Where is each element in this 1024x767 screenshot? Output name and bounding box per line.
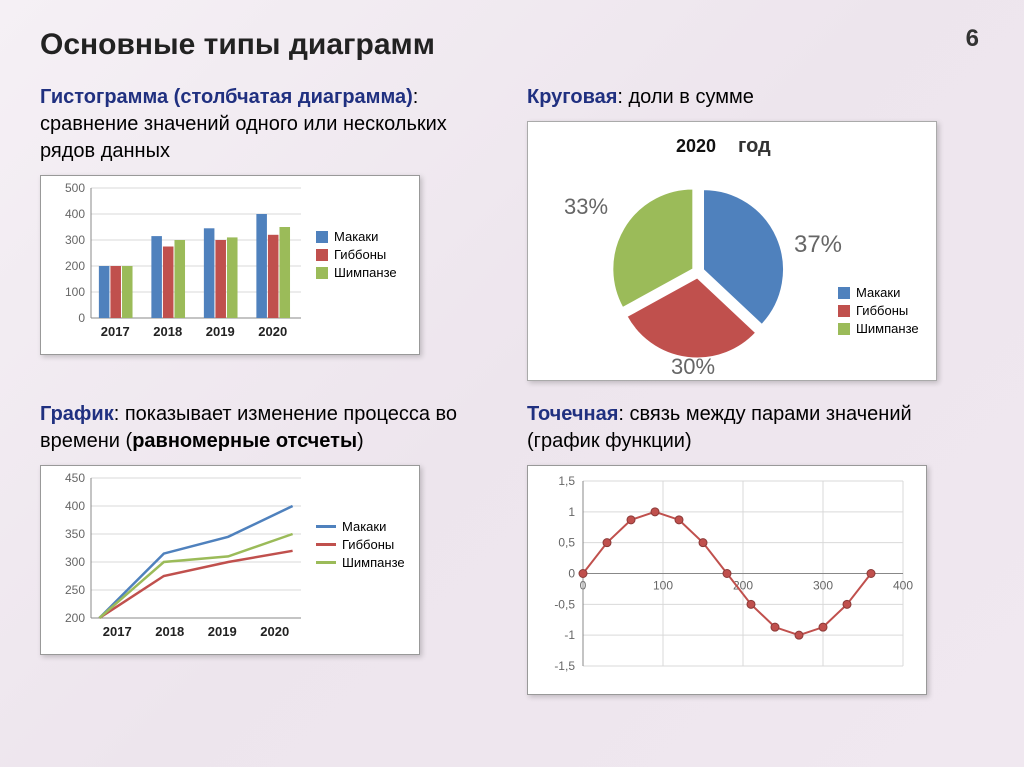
svg-text:100: 100	[65, 285, 85, 299]
svg-text:1: 1	[568, 505, 575, 519]
content-grid: Гистограмма (столбчатая диаграмма): срав…	[40, 84, 984, 700]
bar-chart: 01002003004005002017201820192020МакакиГи…	[40, 175, 420, 355]
line-cell: График: показывает изменение процесса во…	[40, 401, 497, 700]
scatter-desc: Точечная: связь между парами значений (г…	[527, 401, 984, 455]
svg-text:-1,5: -1,5	[554, 659, 575, 673]
page-number: 6	[966, 25, 979, 53]
svg-text:год: год	[738, 135, 771, 157]
scatter-heading-key: Точечная	[527, 403, 618, 425]
pie-heading-rest: : доли в сумме	[617, 86, 753, 108]
svg-text:2020: 2020	[676, 136, 716, 156]
svg-text:400: 400	[65, 499, 85, 513]
pie-heading-key: Круговая	[527, 86, 617, 108]
bar-heading-key: Гистограмма (столбчатая диаграмма)	[40, 86, 413, 108]
line-heading-key: График	[40, 403, 114, 425]
svg-text:300: 300	[65, 233, 85, 247]
svg-text:400: 400	[893, 579, 913, 593]
svg-text:0: 0	[78, 311, 85, 325]
line-heading-bold2: равномерные отсчеты	[132, 430, 357, 452]
pie-chart: 37%30%33%2020годМакакиГиббоныШимпанзе	[527, 121, 937, 381]
line-heading-tail: )	[357, 430, 364, 452]
svg-text:37%: 37%	[794, 231, 842, 258]
svg-text:350: 350	[65, 527, 85, 541]
bar-desc: Гистограмма (столбчатая диаграмма): срав…	[40, 84, 497, 165]
svg-text:500: 500	[65, 181, 85, 195]
svg-text:0: 0	[568, 567, 575, 581]
svg-text:450: 450	[65, 471, 85, 485]
svg-text:400: 400	[65, 207, 85, 221]
svg-text:300: 300	[65, 555, 85, 569]
svg-text:33%: 33%	[564, 194, 608, 219]
bar-cell: Гистограмма (столбчатая диаграмма): срав…	[40, 84, 497, 386]
line-desc: График: показывает изменение процесса во…	[40, 401, 497, 455]
svg-text:1,5: 1,5	[558, 474, 575, 488]
svg-text:100: 100	[653, 579, 673, 593]
svg-text:0,5: 0,5	[558, 536, 575, 550]
main-title: Основные типы диаграмм	[40, 28, 984, 62]
scatter-cell: Точечная: связь между парами значений (г…	[527, 401, 984, 700]
line-chart: 2002503003504004502017201820192020Макаки…	[40, 465, 420, 655]
svg-text:300: 300	[813, 579, 833, 593]
pie-cell: Круговая: доли в сумме 37%30%33%2020годМ…	[527, 84, 984, 386]
svg-text:250: 250	[65, 583, 85, 597]
svg-text:-1: -1	[564, 628, 575, 642]
svg-text:200: 200	[65, 611, 85, 625]
svg-text:30%: 30%	[671, 354, 715, 379]
pie-desc: Круговая: доли в сумме	[527, 84, 984, 111]
svg-text:-0,5: -0,5	[554, 597, 575, 611]
svg-text:200: 200	[65, 259, 85, 273]
scatter-chart: -1,5-1-0,500,511,50100200300400	[527, 465, 927, 695]
